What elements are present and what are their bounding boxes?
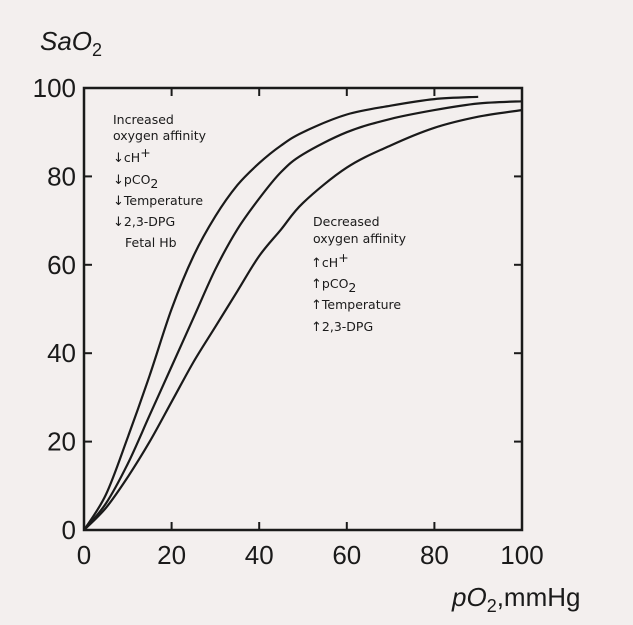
- x-tick-label: 0: [77, 540, 91, 570]
- x-tick-label: 20: [157, 540, 186, 570]
- x-tick-label: 40: [245, 540, 274, 570]
- decreased-item-4-main: 2,3-DPG: [322, 319, 373, 334]
- curves: [83, 95, 523, 531]
- y-tick-label: 80: [47, 161, 76, 191]
- increased-affinity-annotation: Increased oxygen affinity ↓cH+ ↓pCO2 ↓Te…: [113, 112, 207, 250]
- y-tick-label: 100: [33, 73, 76, 103]
- decreased-item-1-main: cH: [322, 255, 338, 270]
- y-axis-title-main: SaO: [40, 26, 92, 56]
- x-tick-label: 100: [500, 540, 543, 570]
- decreased-item-3: ↑Temperature: [311, 297, 401, 313]
- decreased-item-1-sup: +: [338, 250, 348, 265]
- up-arrow-icon: ↑: [311, 256, 322, 271]
- x-tick-label: 80: [420, 540, 449, 570]
- increased-title-2: oxygen affinity: [113, 128, 207, 143]
- y-tick-label: 20: [47, 427, 76, 457]
- curve-3: [83, 109, 523, 531]
- y-axis-title-sub: 2: [92, 40, 102, 60]
- increased-title-1: Increased: [113, 112, 174, 127]
- x-axis-title-sub: 2: [487, 596, 497, 616]
- increased-item-1-main: cH: [124, 150, 140, 165]
- y-ticks: 0 20 40 60 80 100: [33, 73, 522, 545]
- increased-item-4: ↓2,3-DPG: [113, 214, 175, 230]
- down-arrow-icon: ↓: [113, 151, 124, 166]
- decreased-item-2: ↑pCO2: [311, 276, 356, 295]
- increased-item-2: ↓pCO2: [113, 172, 158, 191]
- increased-item-4-main: 2,3-DPG: [124, 214, 175, 229]
- decreased-item-2-sub: 2: [348, 280, 356, 295]
- y-tick-label: 60: [47, 250, 76, 280]
- increased-item-1: ↓cH+: [113, 145, 151, 166]
- increased-item-2-sub: 2: [150, 176, 158, 191]
- increased-item-1-sup: +: [140, 145, 150, 160]
- x-ticks: 0 20 40 60 80 100: [77, 88, 544, 570]
- increased-item-3: ↓Temperature: [113, 193, 203, 209]
- increased-item-3-main: Temperature: [123, 193, 203, 208]
- decreased-title-2: oxygen affinity: [313, 231, 407, 246]
- decreased-item-1: ↑cH+: [311, 250, 349, 271]
- down-arrow-icon: ↓: [113, 194, 124, 209]
- curve-1: [83, 95, 479, 531]
- up-arrow-icon: ↑: [311, 298, 322, 313]
- decreased-item-2-main: pCO: [322, 276, 349, 291]
- plot-frame: [82, 86, 524, 532]
- x-axis-title-main: pO: [451, 582, 487, 612]
- up-arrow-icon: ↑: [311, 277, 322, 292]
- decreased-item-4: ↑2,3-DPG: [311, 319, 373, 335]
- x-axis-title-unit: ,mmHg: [497, 582, 581, 612]
- down-arrow-icon: ↓: [113, 173, 124, 188]
- x-tick-label: 60: [332, 540, 361, 570]
- decreased-title-1: Decreased: [313, 214, 380, 229]
- curve-2: [83, 100, 523, 531]
- x-axis-title: pO2,mmHg: [451, 582, 580, 616]
- increased-item-2-main: pCO: [124, 172, 151, 187]
- increased-extra: Fetal Hb: [125, 235, 177, 250]
- decreased-item-3-main: Temperature: [321, 297, 401, 312]
- y-axis-title: SaO2: [40, 26, 102, 60]
- up-arrow-icon: ↑: [311, 320, 322, 335]
- down-arrow-icon: ↓: [113, 215, 124, 230]
- y-tick-label: 40: [47, 338, 76, 368]
- decreased-affinity-annotation: Decreased oxygen affinity ↑cH+ ↑pCO2 ↑Te…: [311, 214, 407, 335]
- y-tick-label: 0: [62, 515, 76, 545]
